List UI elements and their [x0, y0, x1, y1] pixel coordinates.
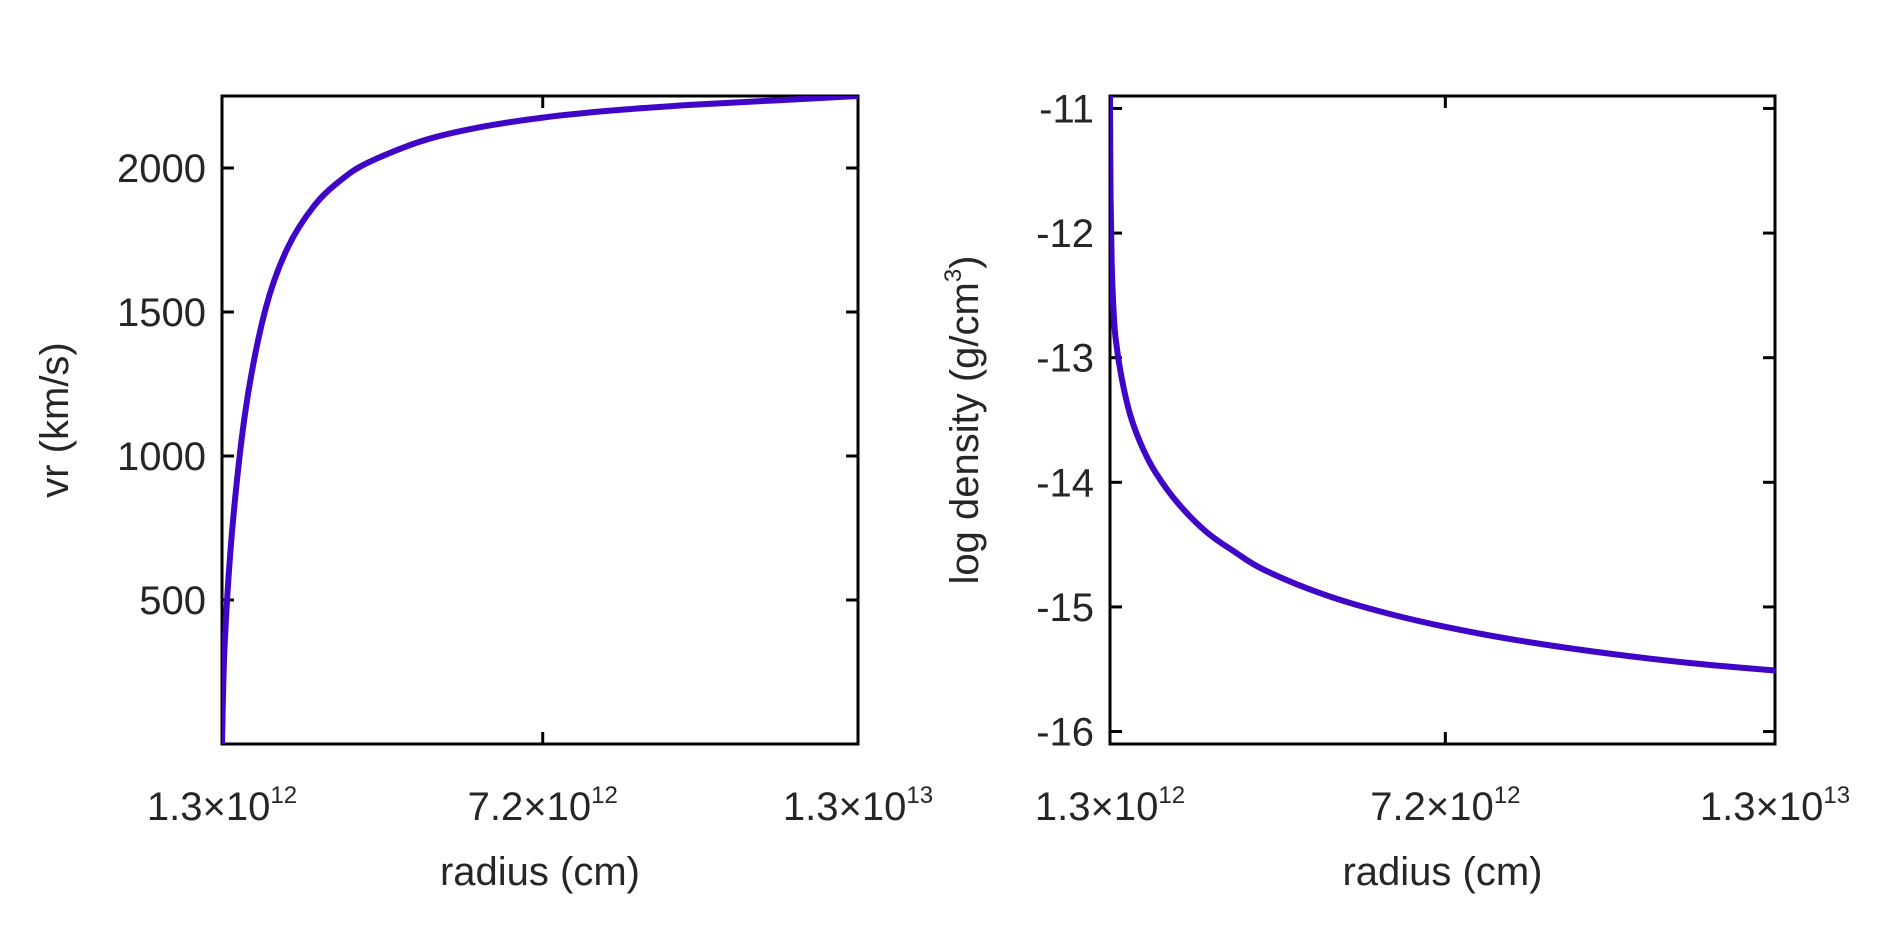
y-tick-label: -16 [1036, 711, 1094, 755]
axes-box [1108, 94, 1777, 746]
y-axis-label: vr (km/s) [33, 342, 77, 498]
chart-panel-1: 1.3×1012 7.2×1012 1.3×1013 500 1000 1500 2000 r… [33, 94, 933, 894]
x-axis-label: radius (cm) [1342, 850, 1542, 894]
y-tick-label: 1500 [117, 291, 206, 335]
y-tick-label: 500 [139, 579, 206, 623]
x-tick-label: 1.3×1013 [1700, 782, 1850, 829]
x-tick-label: 1.3×1013 [783, 782, 933, 829]
chart-panel-2: 1.3×1012 7.2×1012 1.3×1013 -16 -15 -14 -13 -12 -… [940, 87, 1850, 894]
x-tick-label: 1.3×1012 [147, 782, 297, 829]
x-tick-label: 7.2×1012 [1370, 782, 1520, 829]
x-tick-label: 1.3×1012 [1035, 782, 1185, 829]
series-line-1 [1110, 96, 1775, 674]
series-line-1 [222, 96, 858, 744]
y-tick-label: -13 [1036, 337, 1094, 381]
x-tick-label: 7.2×1012 [468, 782, 618, 829]
y-tick-label: -11 [1039, 87, 1094, 131]
y-tick-label: -14 [1036, 461, 1094, 505]
y-tick-label: 1000 [117, 435, 206, 479]
y-tick-label: -15 [1036, 586, 1094, 630]
y-tick-label: -12 [1036, 212, 1094, 256]
x-axis-label: radius (cm) [440, 850, 640, 894]
axes-box [220, 94, 860, 746]
y-tick-label: 2000 [117, 147, 206, 191]
y-axis-label: log density (g/cm3) [940, 255, 987, 584]
